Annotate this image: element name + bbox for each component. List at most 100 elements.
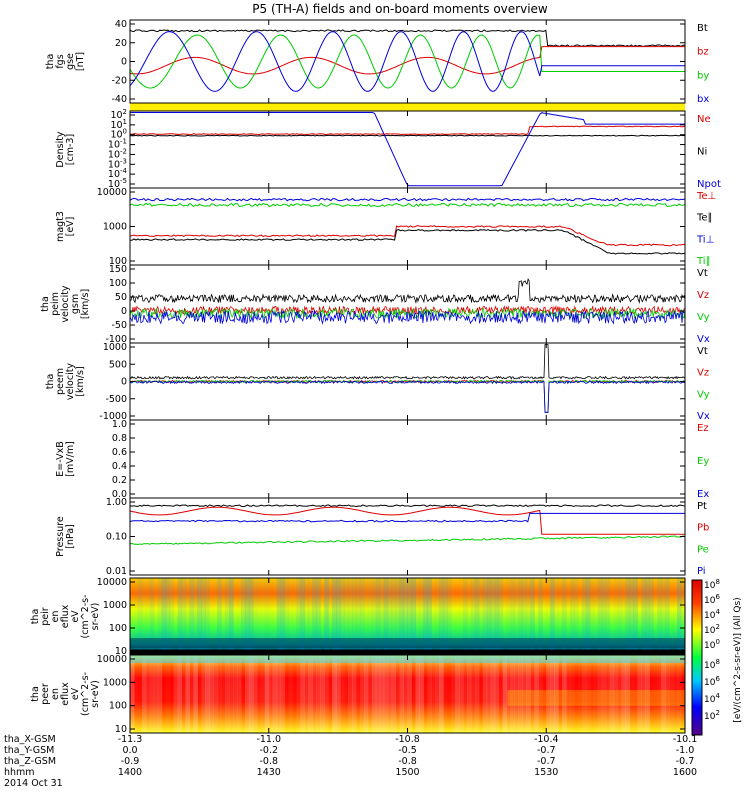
peir-ylabel: sr-eV) xyxy=(90,603,101,631)
peer-spectrogram-strip xyxy=(252,655,258,733)
peer-spectrogram-strip xyxy=(248,655,254,733)
peer-spectrogram xyxy=(130,655,685,733)
peir-spectrogram-strip xyxy=(490,578,496,655)
legend-peem-3: Vx xyxy=(697,411,710,422)
peer-spectrogram-strip xyxy=(205,655,210,733)
peer-spectrogram-strip xyxy=(585,655,591,733)
peir-spectrogram-strip xyxy=(431,578,436,655)
peer-spectrogram-strip xyxy=(538,655,543,733)
peer-spectrogram-strip xyxy=(197,655,201,733)
series-peim-Vz xyxy=(129,305,686,316)
peir-spectrogram-strip xyxy=(308,578,313,655)
efield-ylabel: [mV/m] xyxy=(65,441,76,477)
peer-spectrogram-strip xyxy=(625,655,630,733)
temp-ytick-label: 100 xyxy=(109,256,127,267)
peer-spectrogram-strip xyxy=(550,655,555,733)
peir-spectrogram-strip xyxy=(244,578,250,655)
peer-ytick-label: 100 xyxy=(109,701,127,712)
peim-ytick-label: 0 xyxy=(121,306,127,317)
peer-spectrogram-strip xyxy=(387,655,393,733)
peir-spectrogram-strip xyxy=(340,578,345,655)
peer-spectrogram-strip xyxy=(225,655,230,733)
peir-spectrogram-strip xyxy=(681,578,686,655)
peir-spectrogram-strip xyxy=(316,578,321,655)
peir-spectrogram-strip xyxy=(352,578,357,655)
panel-efield: Ez Ey Ex 1.0 0.8 0.6 0.4 0.2 0.0 E=-VxB [mV/m] xyxy=(55,419,709,500)
peer-spectrogram-strip xyxy=(411,655,415,733)
xaxis-value: 1430 xyxy=(257,767,281,778)
peir-spectrogram-strip xyxy=(181,578,186,655)
xaxis-value: -11.0 xyxy=(256,734,281,745)
peir-spectrogram-strip xyxy=(336,578,341,655)
peer-spectrogram-strip xyxy=(534,655,539,733)
legend-density-2: Npot xyxy=(697,179,721,190)
peem-ylabel: [km/s] xyxy=(75,366,86,396)
colorbar-tick-2: 106 xyxy=(704,675,720,688)
peer-ylabel: eflux xyxy=(60,682,71,706)
density-ytick-label: 10-2 xyxy=(108,147,127,160)
peer-spectrogram-strip xyxy=(166,655,170,733)
peir-spectrogram-strip xyxy=(677,578,682,655)
peer-spectrogram-strip xyxy=(494,655,500,733)
xaxis-value: 1400 xyxy=(118,767,142,778)
peir-spectrogram-strip xyxy=(284,578,290,655)
peer-spectrogram-strip xyxy=(328,655,332,733)
peer-spectrogram-strip xyxy=(415,655,420,733)
peer-ylabel: (cm^2-s- xyxy=(80,672,91,716)
peer-spectrogram-strip xyxy=(209,655,214,733)
pressure-ytick-label: 1.00 xyxy=(106,497,127,508)
peir-spectrogram-strip xyxy=(225,578,230,655)
peir-spectrogram-strip xyxy=(601,578,607,655)
legend-fgs-1: bz xyxy=(697,47,709,58)
series-peem-Vt xyxy=(129,344,686,380)
peir-spectrogram-strip xyxy=(149,578,155,655)
peer-spectrogram-strip xyxy=(617,655,623,733)
peer-spectrogram-strip xyxy=(348,655,353,733)
panel-peim: Vt Vz Vy Vx 150 100 50 0 -50 -100 tha peim velocity g… xyxy=(40,264,710,345)
peim-ylabel: peim xyxy=(50,292,61,316)
legend-peim-3: Vx xyxy=(697,334,710,345)
efield-ytick-label: 0.4 xyxy=(112,461,127,472)
peer-spectrogram-strip xyxy=(308,655,313,733)
legend-fgs-0: Bt xyxy=(697,23,708,34)
peir-spectrogram-strip xyxy=(141,578,147,655)
peer-spectrogram-strip xyxy=(375,655,381,733)
peer-spectrogram-strip xyxy=(233,655,238,733)
peer-spectrogram-strip xyxy=(435,655,440,733)
peer-spectrogram-strip xyxy=(558,655,563,733)
peir-spectrogram-strip xyxy=(518,578,523,655)
peir-spectrogram-strip xyxy=(264,578,270,655)
peer-spectrogram-strip xyxy=(570,655,575,733)
peir-spectrogram-strip xyxy=(482,578,488,655)
peer-spectrogram-strip xyxy=(554,655,559,733)
peer-spectrogram-strip xyxy=(463,655,468,733)
peer-spectrogram-strip xyxy=(419,655,424,733)
peer-spectrogram-strip xyxy=(141,655,147,733)
peir-spectrogram-strip xyxy=(260,578,266,655)
peir-spectrogram-strip xyxy=(585,578,591,655)
peer-spectrogram-strip xyxy=(371,655,377,733)
pressure-ytick-label: 0.10 xyxy=(106,532,127,543)
density-frame xyxy=(129,110,686,189)
peer-ylabel: peer xyxy=(40,683,51,705)
peer-spectrogram-strip xyxy=(352,655,357,733)
peir-spectrogram-strip xyxy=(447,578,452,655)
fgs-ylabel: fgs xyxy=(55,54,66,68)
peer-spectrogram-strip xyxy=(288,655,294,733)
series-peim-Vt xyxy=(129,277,686,304)
peer-spectrogram-strip xyxy=(621,655,627,733)
peer-spectrogram-strip xyxy=(221,655,226,733)
peer-spectrogram-strip xyxy=(403,655,408,733)
legend-density-0: Ne xyxy=(697,114,711,125)
peer-spectrogram-strip xyxy=(629,655,634,733)
peer-spectrogram-strip xyxy=(268,655,274,733)
peer-spectrogram-strip xyxy=(193,655,198,733)
peir-spectrogram-strip xyxy=(197,578,202,655)
peim-frame xyxy=(129,264,686,344)
peer-spectrogram-strip xyxy=(486,655,492,733)
peir-spectrogram-strip xyxy=(415,578,420,655)
peem-ylabel: velocity xyxy=(65,363,76,401)
colorbar-tick: 102 xyxy=(704,623,720,636)
peir-spectrogram-strip xyxy=(391,578,397,655)
